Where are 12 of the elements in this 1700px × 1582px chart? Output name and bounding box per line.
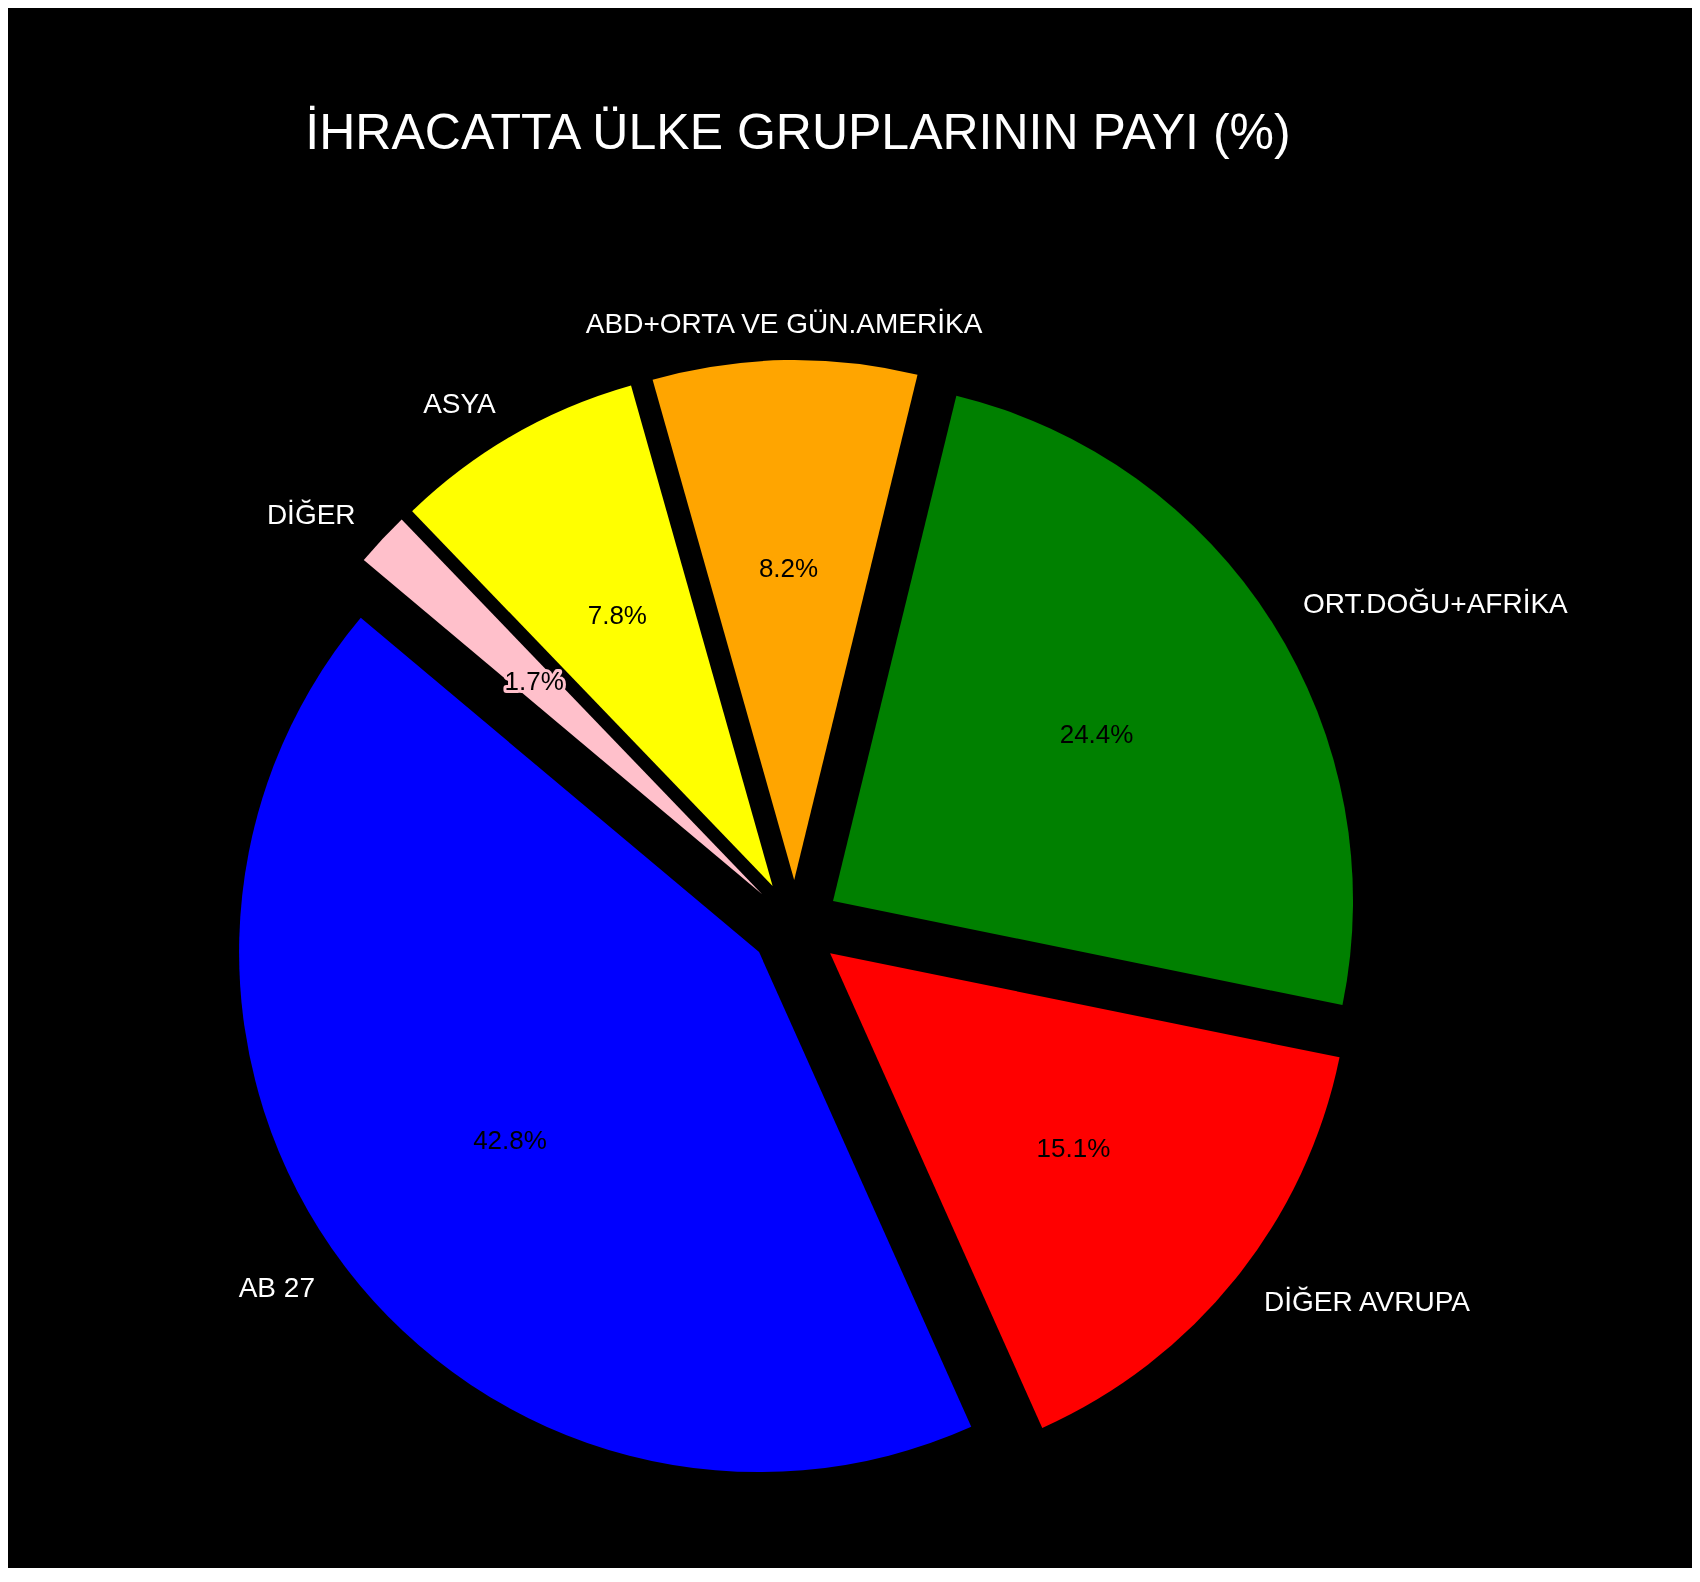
slice-label: ASYA bbox=[423, 387, 497, 419]
slice-label: ABD+ORTA VE GÜN.AMERİKA bbox=[585, 308, 983, 340]
chart-title: İHRACATTA ÜLKE GRUPLARININ PAYI (%) bbox=[304, 103, 1292, 161]
data-label: 24.4% bbox=[1059, 718, 1134, 749]
slice-label: ORT.DOĞU+AFRİKA bbox=[1303, 587, 1569, 619]
slice-label: DİĞER bbox=[266, 498, 356, 530]
slice-label: DİĞER AVRUPA bbox=[1264, 1285, 1471, 1317]
slice-label: AB 27 bbox=[238, 1271, 315, 1303]
data-label: 42.8% bbox=[473, 1125, 547, 1156]
data-label: 8.2% bbox=[758, 553, 819, 584]
data-label: 15.1% bbox=[1036, 1133, 1111, 1164]
data-label: 7.8% bbox=[587, 600, 647, 631]
